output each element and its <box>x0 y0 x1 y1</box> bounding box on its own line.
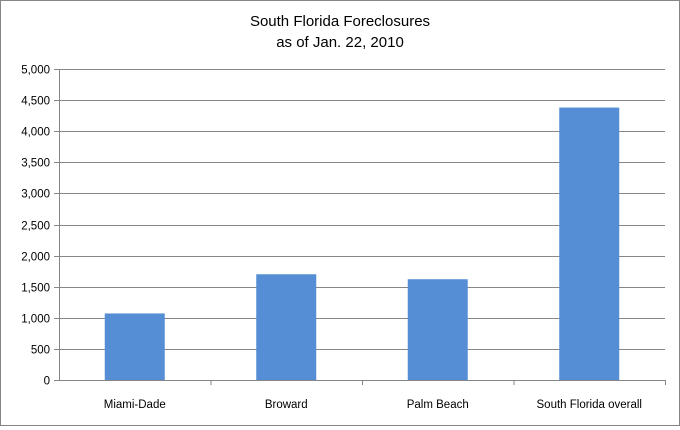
chart-title-line-1: South Florida Foreclosures <box>250 13 430 30</box>
y-tick-label: 3,500 <box>21 158 50 170</box>
y-tick-label: 2,000 <box>21 252 50 264</box>
y-tick-label: 1,000 <box>21 314 50 326</box>
y-tick-label: 4,500 <box>21 96 50 108</box>
x-category-label: Palm Beach <box>407 399 469 411</box>
x-category-label: Broward <box>265 399 308 411</box>
chart-title-line-2: as of Jan. 22, 2010 <box>276 34 404 51</box>
bar-south-florida-overall <box>559 107 620 381</box>
y-tick-label: 0 <box>44 376 50 388</box>
y-tick-label: 1,500 <box>21 283 50 295</box>
y-tick-label: 4,000 <box>21 127 50 139</box>
y-tick-label: 5,000 <box>21 65 50 77</box>
bar-miami-dade <box>104 313 165 380</box>
bar-broward <box>256 274 317 380</box>
bar-palm-beach <box>407 279 468 380</box>
y-tick-label: 500 <box>31 345 50 357</box>
y-tick-label: 3,000 <box>21 189 50 201</box>
x-category-label: Miami-Dade <box>104 399 166 411</box>
y-tick-label: 2,500 <box>21 221 50 233</box>
x-category-label: South Florida overall <box>537 399 642 411</box>
